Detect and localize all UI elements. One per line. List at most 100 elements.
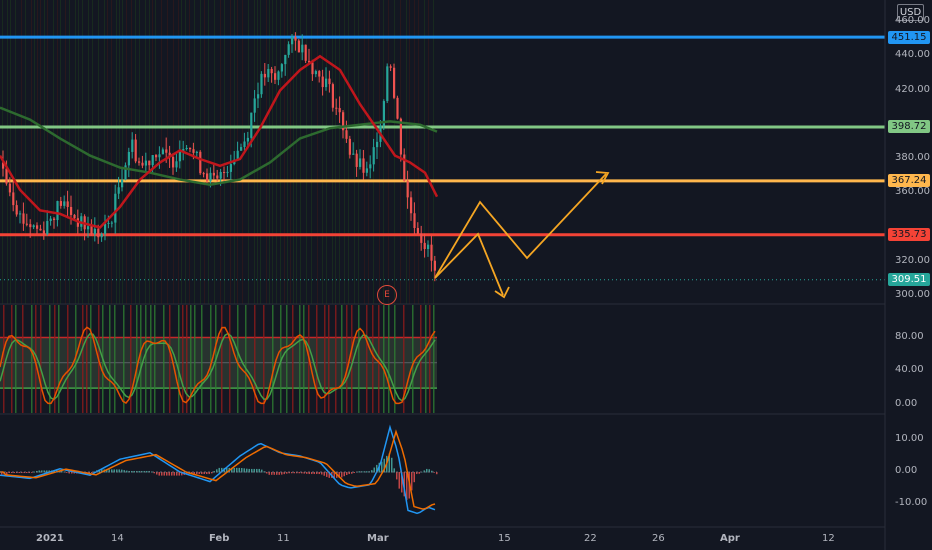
candle-body <box>104 223 107 234</box>
macd-histogram-bar <box>6 472 8 475</box>
macd-histogram-bar <box>396 472 398 480</box>
signal-stripe <box>204 0 205 304</box>
macd-histogram-bar <box>248 468 250 473</box>
candle-body <box>165 149 168 153</box>
oscillator-signal-bar <box>11 305 13 413</box>
oscillator-signal-bar <box>49 305 51 413</box>
candle-body <box>39 228 42 231</box>
oscillator-signal-bar <box>109 305 111 413</box>
macd-histogram-bar <box>53 470 55 473</box>
candle-body <box>195 151 198 153</box>
macd-histogram-bar <box>221 467 223 473</box>
candle-body <box>294 36 297 41</box>
signal-stripe <box>242 0 243 304</box>
candle-body <box>386 66 389 102</box>
macd-histogram-bar <box>153 472 155 474</box>
macd-histogram-bar <box>321 472 323 475</box>
signal-stripe <box>230 0 231 304</box>
candle-body <box>158 154 161 158</box>
macd-histogram-bar <box>16 472 18 474</box>
macd-histogram-bar <box>286 472 288 474</box>
oscillator-signal-bar <box>178 305 180 413</box>
macd-histogram-bar <box>201 472 203 475</box>
oscillator-signal-bar <box>346 305 348 413</box>
projection-arrows[interactable] <box>434 171 610 299</box>
signal-stripe <box>358 0 359 304</box>
candle-body <box>19 213 22 215</box>
macd-histogram-bar <box>283 472 285 475</box>
macd-histogram-bar <box>11 472 13 474</box>
moving-averages <box>0 54 439 229</box>
signal-stripe <box>126 0 127 304</box>
macd-histogram-bar <box>411 472 413 491</box>
macd-histogram-bar <box>61 470 63 473</box>
candle-body <box>270 68 273 74</box>
oscillator-signal-bar <box>140 305 142 413</box>
macd-histogram-bar <box>423 470 425 473</box>
candle-body <box>263 73 266 78</box>
macd-histogram-bar <box>401 472 403 493</box>
oscillator-signal-bar <box>136 305 138 413</box>
oscillator-signal-bar <box>412 305 414 413</box>
oscillator-signal-bar <box>130 305 132 413</box>
macd-tick-label: 0.00 <box>895 465 918 476</box>
candle-body <box>87 226 90 230</box>
signal-stripe <box>418 0 419 304</box>
signal-stripe <box>311 0 312 304</box>
signal-stripe <box>424 0 425 304</box>
candle-body <box>291 36 294 45</box>
date-tick-label: 15 <box>498 533 511 544</box>
signal-stripe <box>7 0 8 304</box>
macd-tick-label: -10.00 <box>895 497 928 508</box>
signal-stripe <box>344 0 345 304</box>
candle-body <box>413 213 416 228</box>
candle-body <box>369 164 372 169</box>
signal-stripe <box>65 0 66 304</box>
candle-body <box>12 192 15 206</box>
candle-body <box>226 171 229 173</box>
candle-body <box>257 94 260 99</box>
candle-body <box>161 149 164 155</box>
macd-histogram-bar <box>91 472 93 474</box>
macd-histogram-bar <box>328 472 330 478</box>
candle-body <box>267 68 270 78</box>
earnings-marker[interactable]: E <box>377 285 397 305</box>
candle-body <box>53 218 56 221</box>
candle-body <box>229 164 232 172</box>
candle-body <box>206 173 209 182</box>
signal-stripe <box>31 0 32 304</box>
signal-stripe <box>75 0 76 304</box>
macd-histogram-bar <box>341 472 343 478</box>
candle-body <box>389 66 392 68</box>
oscillator-tick-label: 80.00 <box>895 330 924 342</box>
signal-stripe <box>257 0 258 304</box>
oscillator-signal-bar <box>150 305 152 413</box>
macd-histogram-bar <box>333 472 335 478</box>
macd-histogram-bar <box>43 470 45 473</box>
candle-body <box>396 97 399 119</box>
date-tick-label: 11 <box>277 533 290 544</box>
oscillator-signal-bar <box>123 305 125 413</box>
macd-histogram-bar <box>233 467 235 473</box>
macd-histogram-bar <box>316 472 318 475</box>
candle-body <box>189 147 192 150</box>
macd-histogram-bar <box>288 472 290 474</box>
candle-body <box>403 154 406 181</box>
macd-histogram-bar <box>28 472 30 474</box>
candle-body <box>70 206 73 215</box>
horizontal-levels[interactable] <box>0 35 885 281</box>
candle-body <box>192 149 195 153</box>
currency-label[interactable]: USD <box>897 4 924 21</box>
candle-body <box>304 44 307 61</box>
candle-body <box>277 71 280 80</box>
candle-body <box>345 130 348 139</box>
price-tick-label: 300.00 <box>895 289 930 300</box>
oscillator-signal-bar <box>54 305 56 413</box>
signal-stripe <box>433 0 434 304</box>
macd-histogram-bar <box>403 472 405 497</box>
signal-stripe <box>293 0 294 304</box>
level-367-tag: 367.24 <box>888 174 930 188</box>
oscillator-tick-label: 0.00 <box>895 398 918 409</box>
candle-body <box>107 222 110 224</box>
